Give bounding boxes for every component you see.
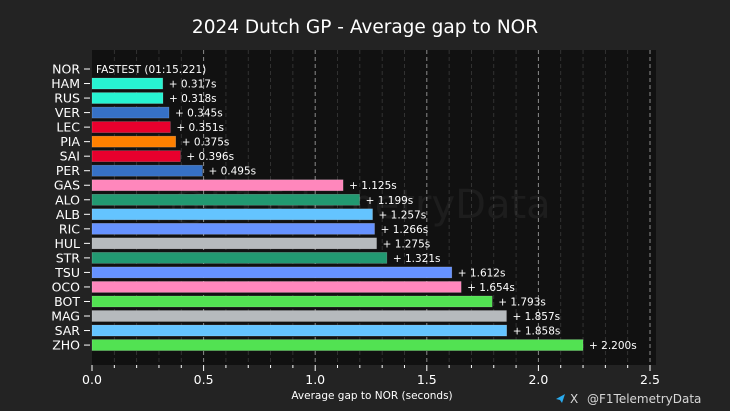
- x-tick-label: 0.5: [194, 372, 214, 387]
- y-label-ham: HAM: [51, 76, 80, 91]
- y-label-rus: RUS: [54, 91, 80, 106]
- y-label-ric: RIC: [59, 221, 80, 236]
- bar-lec: [91, 121, 171, 133]
- value-label-ric: + 1.266s: [381, 224, 429, 236]
- value-label-alo: + 1.199s: [366, 195, 414, 207]
- y-label-per: PER: [56, 163, 80, 178]
- x-axis-ticks: 0.0 0.5 1.0 1.5 2.0 2.5: [82, 365, 660, 387]
- value-label-nor: FASTEST (01:15.221): [96, 64, 206, 76]
- x-icon: X: [570, 392, 578, 406]
- y-label-nor: NOR: [52, 62, 80, 77]
- x-tick-label: 0.0: [82, 372, 102, 387]
- bar-alb: [91, 208, 373, 221]
- x-tick-label: 1.5: [417, 372, 437, 387]
- x-tick-label: 2.0: [528, 372, 548, 387]
- bar-ric: [91, 223, 375, 235]
- y-label-hul: HUL: [54, 236, 80, 251]
- bar-ver: [91, 106, 170, 119]
- bar-hul: [91, 237, 377, 250]
- value-label-sai: + 0.396s: [186, 151, 234, 163]
- y-label-sar: SAR: [55, 323, 81, 338]
- bar-ham: [91, 77, 164, 90]
- bar-gas: [91, 179, 344, 192]
- credit: X @F1TelemetryData: [556, 392, 701, 406]
- y-label-sai: SAI: [60, 149, 80, 164]
- bar-sar: [91, 324, 508, 337]
- bar-sai: [91, 150, 181, 162]
- bar-oco: [91, 281, 462, 293]
- value-label-pia: + 0.375s: [182, 137, 230, 149]
- value-label-bot: + 1.793s: [498, 296, 546, 308]
- value-label-gas: + 1.125s: [349, 180, 397, 192]
- y-label-gas: GAS: [54, 178, 80, 193]
- bar-bot: [91, 295, 493, 308]
- chart-title: 2024 Dutch GP - Average gap to NOR: [192, 17, 538, 38]
- y-label-lec: LEC: [56, 120, 80, 135]
- x-axis-label: Average gap to NOR (seconds): [291, 390, 452, 402]
- telegram-icon: [556, 394, 565, 403]
- y-label-ver: VER: [55, 105, 80, 120]
- y-label-zho: ZHO: [52, 338, 80, 353]
- y-axis-labels: NORHAMRUSVERLECPIASAIPERGASALOALBRICHULS…: [51, 62, 90, 353]
- value-label-hul: + 1.275s: [383, 238, 431, 250]
- y-label-alb: ALB: [56, 207, 80, 222]
- credit-handle: @F1TelemetryData: [587, 392, 701, 406]
- y-label-tsu: TSU: [54, 265, 80, 280]
- value-labels: FASTEST (01:15.221) + 0.317s + 0.318s + 0.3…: [96, 64, 637, 352]
- value-label-alb: + 1.257s: [379, 209, 427, 221]
- bar-mag: [91, 310, 507, 322]
- bar-pia: [91, 135, 176, 148]
- value-label-lec: + 0.351s: [176, 122, 224, 134]
- bar-alo: [91, 193, 360, 206]
- value-label-rus: + 0.318s: [169, 93, 217, 105]
- x-tick-label: 2.5: [640, 372, 660, 387]
- y-label-alo: ALO: [55, 192, 80, 207]
- bar-rus: [91, 92, 164, 104]
- value-label-sar: + 1.858s: [513, 326, 561, 338]
- bar-per: [91, 164, 203, 177]
- y-label-bot: BOT: [54, 294, 80, 309]
- value-label-str: + 1.321s: [393, 253, 441, 265]
- value-label-per: + 0.495s: [208, 166, 256, 178]
- bar-zho: [91, 339, 584, 351]
- y-label-oco: OCO: [52, 279, 81, 294]
- y-label-pia: PIA: [60, 134, 80, 149]
- y-label-mag: MAG: [51, 309, 80, 324]
- value-label-oco: + 1.654s: [467, 282, 515, 294]
- value-label-zho: + 2.200s: [589, 340, 637, 352]
- value-label-ver: + 0.345s: [175, 108, 223, 120]
- y-label-str: STR: [56, 250, 81, 265]
- value-label-ham: + 0.317s: [169, 79, 217, 91]
- bar-str: [91, 252, 388, 264]
- x-tick-label: 1.0: [305, 372, 325, 387]
- bars: [91, 77, 584, 351]
- bar-tsu: [91, 266, 453, 279]
- value-label-tsu: + 1.612s: [458, 267, 506, 279]
- value-label-mag: + 1.857s: [512, 311, 560, 323]
